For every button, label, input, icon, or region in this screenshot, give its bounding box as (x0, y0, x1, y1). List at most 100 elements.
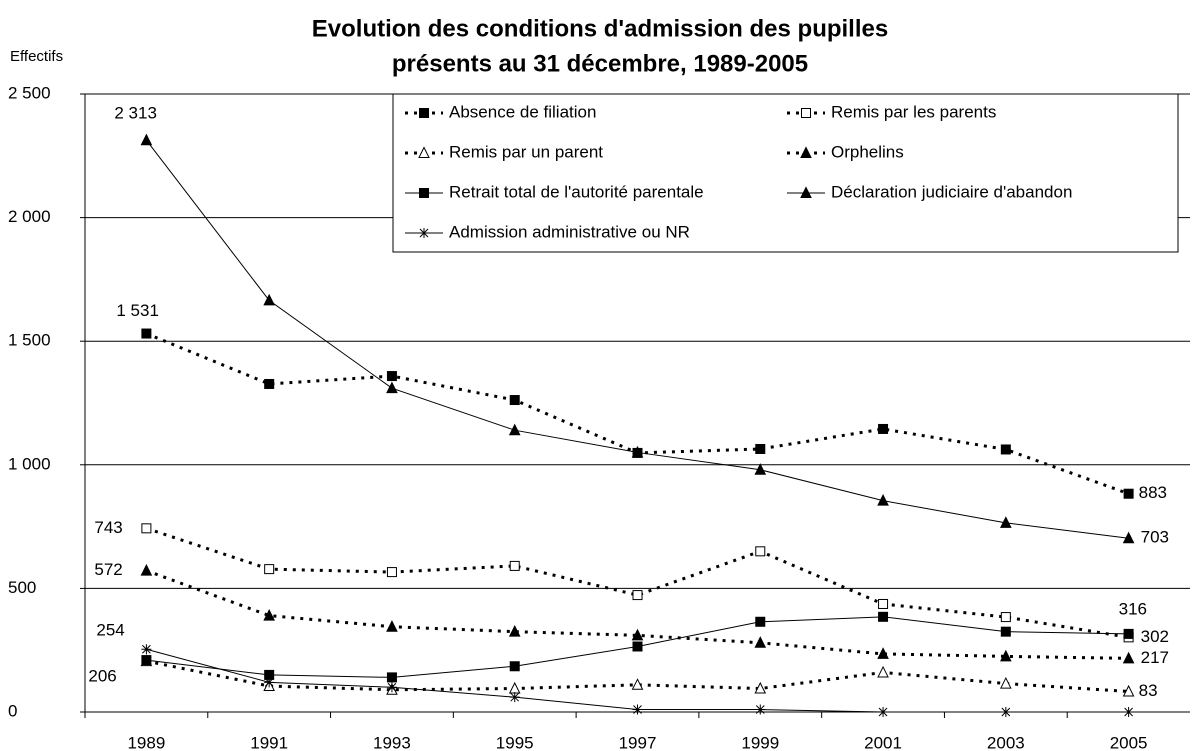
legend: Absence de filiation Remis par les parent… (392, 93, 1179, 253)
data-point (386, 371, 397, 382)
data-point (878, 707, 889, 717)
data-point (141, 328, 152, 339)
data-point (386, 620, 398, 632)
data-point (631, 445, 644, 458)
data-point (1000, 707, 1011, 717)
data-point (1123, 488, 1134, 499)
legend-marker (419, 108, 429, 118)
y-tick-label: 2 000 (8, 207, 51, 226)
data-point (386, 567, 397, 578)
legend-marker (801, 108, 811, 118)
data-point (141, 523, 152, 534)
data-label: 316 (1119, 599, 1147, 618)
data-point (754, 636, 767, 648)
data-point (755, 546, 766, 557)
data-point (509, 395, 520, 406)
data-point (1000, 626, 1011, 637)
data-point (509, 692, 520, 703)
x-tick-label: 1993 (373, 733, 411, 751)
x-tick-label: 2005 (1110, 733, 1148, 751)
legend-label: Déclaration judiciaire d'abandon (831, 182, 1072, 201)
data-point (878, 611, 889, 622)
series-line (145, 569, 1129, 660)
data-point (632, 641, 643, 652)
data-point (140, 133, 153, 146)
data-point (264, 564, 275, 575)
legend-marker (418, 146, 430, 158)
x-tick-label: 1995 (496, 733, 534, 751)
data-point (1000, 676, 1012, 689)
data-point (878, 598, 889, 609)
data-point (508, 625, 521, 637)
x-tick-label: 1989 (127, 733, 165, 751)
data-point (632, 590, 643, 601)
legend-label: Orphelins (831, 142, 904, 161)
data-point (264, 378, 275, 389)
x-tick-label: 2001 (864, 733, 902, 751)
data-point (877, 665, 889, 678)
legend-marker (419, 228, 429, 238)
legend-label: Remis par un parent (449, 142, 603, 161)
x-tick-label: 2003 (987, 733, 1025, 751)
data-point (508, 681, 521, 694)
legend-label: Absence de filiation (449, 102, 596, 121)
data-point (1000, 444, 1011, 455)
data-point (508, 423, 521, 436)
data-point (141, 644, 152, 655)
series-line (145, 332, 1130, 496)
data-label: 743 (94, 518, 122, 537)
data-label: 83 (1139, 681, 1158, 700)
data-point (1123, 628, 1134, 639)
series-line (145, 526, 1129, 639)
data-label: 206 (88, 667, 116, 686)
data-label: 302 (1141, 627, 1169, 646)
data-point (755, 443, 766, 454)
data-point (386, 682, 397, 693)
x-tick-label: 1999 (741, 733, 779, 751)
chart-title: Evolution des conditions d'admission des… (312, 15, 888, 42)
legend-box (392, 93, 1179, 253)
data-label: 1 531 (116, 301, 159, 320)
data-label: 217 (1141, 648, 1169, 667)
data-point (509, 560, 520, 571)
legend-marker (419, 188, 429, 198)
data-point (140, 563, 153, 576)
data-point (509, 661, 520, 672)
data-label: 572 (94, 560, 122, 579)
data-point (755, 616, 766, 627)
data-point (754, 463, 767, 475)
data-point (632, 704, 643, 715)
data-point (1000, 649, 1012, 662)
data-label: 883 (1139, 483, 1167, 502)
x-tick-label: 1997 (619, 733, 657, 751)
y-axis-label: Effectifs (10, 48, 63, 65)
y-tick-label: 1 000 (8, 454, 51, 473)
chart-subtitle: présents au 31 décembre, 1989-2005 (392, 50, 808, 77)
data-point (755, 704, 766, 715)
data-point (386, 672, 397, 683)
y-tick-label: 0 (8, 701, 17, 720)
data-point (1123, 707, 1134, 717)
legend-label: Admission administrative ou NR (449, 222, 690, 241)
legend-marker (800, 146, 812, 158)
data-point (877, 494, 889, 506)
data-point (754, 681, 767, 694)
y-tick-label: 2 500 (8, 83, 51, 102)
data-point (631, 678, 644, 690)
data-point (878, 423, 889, 434)
legend-marker (800, 186, 812, 198)
data-point (264, 677, 275, 688)
data-point (263, 293, 275, 306)
data-point (386, 381, 398, 394)
data-point (1122, 651, 1135, 664)
data-point (877, 647, 889, 659)
legend-label: Retrait total de l'autorité parentale (449, 182, 704, 201)
data-label: 254 (96, 621, 124, 640)
legend-label: Remis par les parents (831, 102, 996, 121)
data-label: 2 313 (114, 104, 157, 123)
data-point (1122, 684, 1135, 697)
data-point (263, 608, 275, 621)
data-point (1122, 531, 1135, 544)
data-point (141, 655, 152, 666)
